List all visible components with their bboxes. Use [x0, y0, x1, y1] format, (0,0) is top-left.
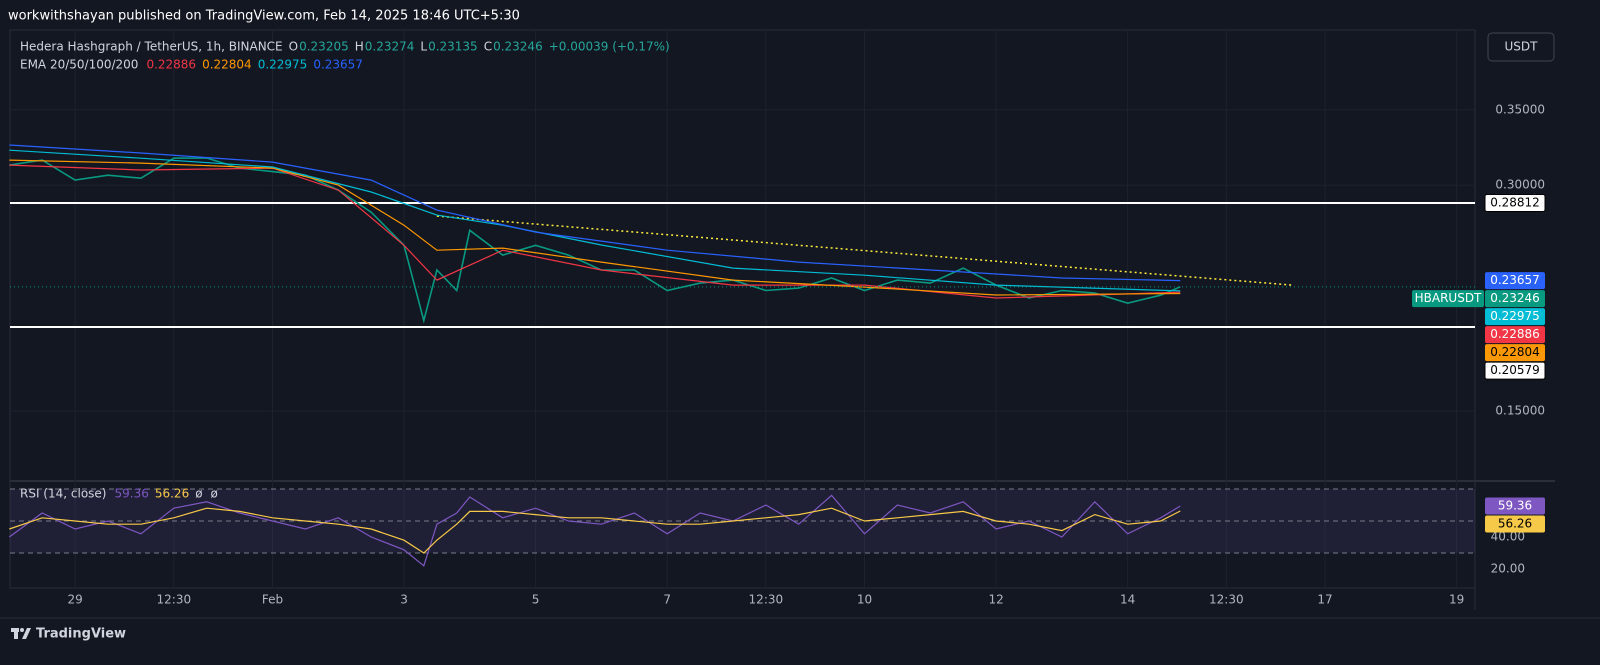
rsi-label: 56.26 — [1498, 517, 1532, 531]
ohlc-value: 0.23205 — [299, 40, 349, 54]
price-label: 0.22886 — [1490, 327, 1540, 341]
currency-button[interactable] — [1487, 32, 1555, 62]
x-tick-label: 12 — [988, 593, 1003, 607]
rsi-label-box — [1485, 497, 1545, 515]
y-tick-label: 0.15000 — [1495, 403, 1545, 417]
ohlc-value: 0.23246 — [493, 40, 543, 54]
x-tick-label: 10 — [857, 593, 872, 607]
x-tick-label: 19 — [1449, 593, 1464, 607]
currency-label[interactable]: USDT — [1505, 40, 1539, 54]
y-tick-label: 0.30000 — [1495, 178, 1545, 192]
price-label-box — [1485, 308, 1545, 326]
price-label: 0.22975 — [1490, 309, 1540, 323]
x-tick-label: 3 — [400, 593, 408, 607]
price-label: 0.23657 — [1490, 273, 1540, 287]
symbol-label-box — [1412, 290, 1484, 308]
x-tick-label: 14 — [1120, 593, 1135, 607]
indicator-value: 0.23657 — [313, 58, 363, 72]
ohlc-value: 0.23135 — [428, 40, 478, 54]
series-line — [9, 507, 1181, 554]
ohlc-key: H — [355, 40, 364, 54]
indicator-value: 0.22804 — [202, 58, 252, 72]
price-change: +0.00039 (+0.17%) — [549, 40, 670, 54]
rsi-tick-label: 20.00 — [1491, 561, 1525, 575]
price-label-box — [1485, 344, 1545, 362]
x-tick-label: Feb — [262, 593, 283, 607]
chart-frame — [9, 29, 1476, 589]
price-label-box — [1484, 361, 1546, 380]
price-label-box — [1484, 193, 1546, 212]
symbol-label: HBARUSDT — [1415, 291, 1482, 305]
price-label: 0.20579 — [1490, 363, 1540, 377]
ohlc-value: 0.23274 — [365, 40, 415, 54]
x-tick-label: 17 — [1317, 593, 1332, 607]
indicator-name: EMA 20/50/100/200 — [20, 58, 138, 72]
price-label-box — [1485, 326, 1545, 344]
price-label: 0.28812 — [1490, 195, 1540, 209]
ohlc-key: L — [420, 40, 427, 54]
price-label: 0.22804 — [1490, 345, 1540, 359]
series-line — [9, 144, 1181, 282]
rsi-label-box — [1485, 515, 1545, 533]
indicator-value: 0.22886 — [146, 58, 196, 72]
ohlc-key: C — [484, 40, 492, 54]
y-tick-label: 0.35000 — [1495, 102, 1545, 116]
x-tick-label: 7 — [663, 593, 671, 607]
chart-title: Hedera Hashgraph / TetherUS, 1h, BINANCE — [20, 40, 283, 54]
rsi-extra: ø — [195, 487, 202, 501]
series-line — [9, 157, 1181, 324]
price-label-box — [1485, 290, 1545, 308]
rsi-extra: ø — [211, 487, 218, 501]
series-line — [8, 494, 1181, 567]
brand-name: TradingView — [36, 627, 126, 642]
indicator-value: 0.22975 — [258, 58, 308, 72]
x-tick-label: 12:30 — [749, 593, 784, 607]
rsi-tick-label: 40.00 — [1491, 530, 1525, 544]
rsi-title: RSI (14, close) — [20, 487, 106, 501]
x-tick-label: 29 — [67, 593, 82, 607]
x-tick-label: 12:30 — [1209, 593, 1244, 607]
series-line — [9, 159, 1181, 296]
x-tick-label: 12:30 — [157, 593, 192, 607]
rsi-label: 59.36 — [1498, 499, 1532, 513]
publisher-line: workwithshayan published on TradingView.… — [8, 9, 520, 24]
rsi-value: 56.26 — [155, 487, 189, 501]
x-tick-label: 5 — [532, 593, 540, 607]
price-label: 0.23246 — [1490, 291, 1540, 305]
rsi-value: 59.36 — [114, 487, 148, 501]
ohlc-key: O — [289, 40, 298, 54]
price-label-box — [1485, 272, 1545, 290]
brand-logo — [11, 628, 31, 639]
